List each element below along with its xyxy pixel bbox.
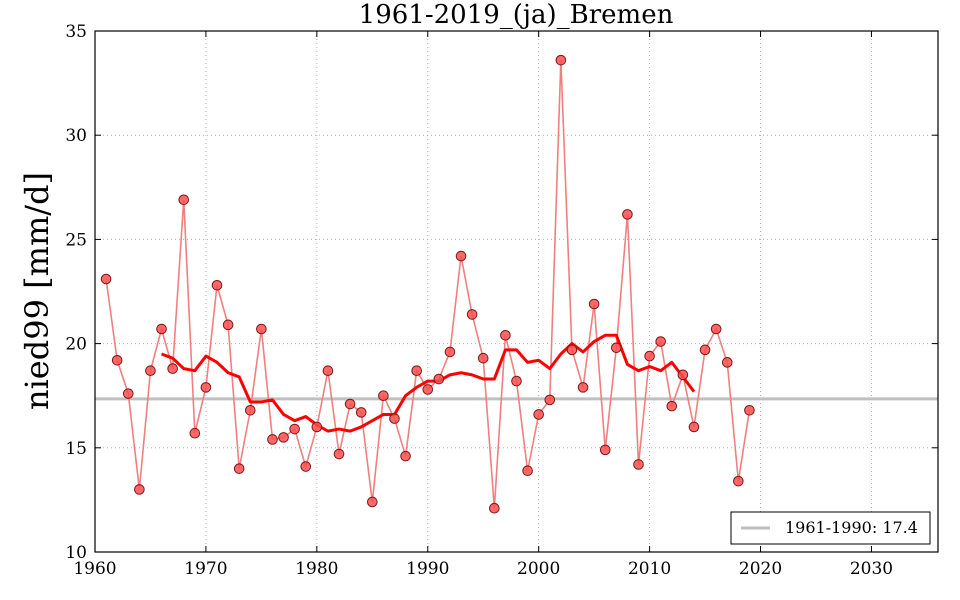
ticks: 1960 1970 1980 1990 2000 2010 2020 2030 10 15 20 25… (65, 22, 938, 579)
data-point (577, 382, 589, 393)
data-point (300, 461, 312, 472)
legend: 1961-1990: 17.4 (730, 511, 931, 545)
data-point (322, 365, 334, 376)
data-point (511, 375, 522, 387)
data-point (134, 484, 145, 495)
data-point (622, 209, 633, 220)
data-point (378, 390, 389, 402)
data-point (444, 346, 456, 358)
data-point (422, 384, 434, 395)
data-point (211, 279, 223, 291)
series-line-smoothed (161, 333, 696, 433)
y-tick-label: 15 (65, 439, 87, 459)
data-point (344, 398, 356, 410)
x-tick-label: 2020 (739, 559, 782, 579)
data-point (555, 54, 567, 66)
data-point (355, 407, 367, 418)
data-point (522, 465, 533, 477)
data-point (189, 427, 201, 439)
x-tick-label: 2000 (517, 559, 560, 579)
y-tick-label: 10 (65, 543, 87, 563)
data-point (367, 496, 378, 508)
data-point (633, 459, 644, 470)
data-point (411, 365, 422, 376)
data-point (233, 463, 245, 474)
x-tick-label: 1980 (295, 559, 338, 579)
data-point (744, 404, 755, 416)
data-point (733, 475, 744, 487)
data-point (222, 319, 234, 331)
x-tick-label: 2010 (628, 559, 671, 579)
data-point (200, 382, 212, 393)
data-point (688, 421, 700, 433)
grid (95, 31, 938, 552)
data-point (278, 432, 289, 443)
data-point (644, 350, 655, 362)
data-point (167, 363, 178, 374)
data-point (699, 344, 711, 356)
x-tick-label: 1990 (406, 559, 449, 579)
y-tick-label: 20 (65, 335, 87, 355)
data-point (311, 421, 323, 433)
x-tick-label: 1960 (73, 559, 116, 579)
chart-title: 1961-2019_(ja)_Bremen (359, 0, 674, 30)
data-point (710, 323, 722, 335)
data-point (655, 336, 666, 347)
data-point (289, 423, 300, 435)
data-point (599, 444, 611, 456)
data-point (389, 413, 400, 424)
data-point (489, 502, 500, 514)
data-point (100, 273, 112, 285)
data-point (333, 448, 345, 460)
x-tick-label: 1970 (184, 559, 227, 579)
data-point (267, 434, 278, 445)
y-tick-label: 30 (65, 126, 87, 146)
data-point (588, 298, 600, 310)
data-point (400, 450, 411, 462)
data-point (433, 373, 445, 385)
series-group (100, 54, 755, 514)
data-point (156, 323, 167, 335)
data-point (256, 323, 267, 335)
y-tick-label: 25 (65, 230, 87, 250)
y-axis-label: nied99 [mm/d] (18, 172, 56, 410)
data-point (122, 388, 134, 399)
data-point (721, 357, 733, 368)
data-point (611, 342, 622, 354)
x-tick-label: 2030 (850, 559, 893, 579)
data-point (178, 194, 190, 206)
data-point (466, 309, 478, 320)
data-point (544, 394, 556, 406)
data-point (111, 354, 123, 366)
legend-reference-label: 1961-1990: 17.4 (785, 518, 918, 537)
data-point (145, 365, 156, 376)
y-tick-label: 35 (65, 22, 87, 42)
data-point (500, 329, 511, 341)
data-point (477, 352, 489, 364)
data-point (244, 404, 256, 416)
data-point (533, 409, 544, 420)
plot-frame (94, 30, 939, 553)
data-point (455, 250, 467, 262)
data-point (566, 344, 578, 356)
data-point (677, 369, 689, 381)
data-point (666, 400, 678, 412)
